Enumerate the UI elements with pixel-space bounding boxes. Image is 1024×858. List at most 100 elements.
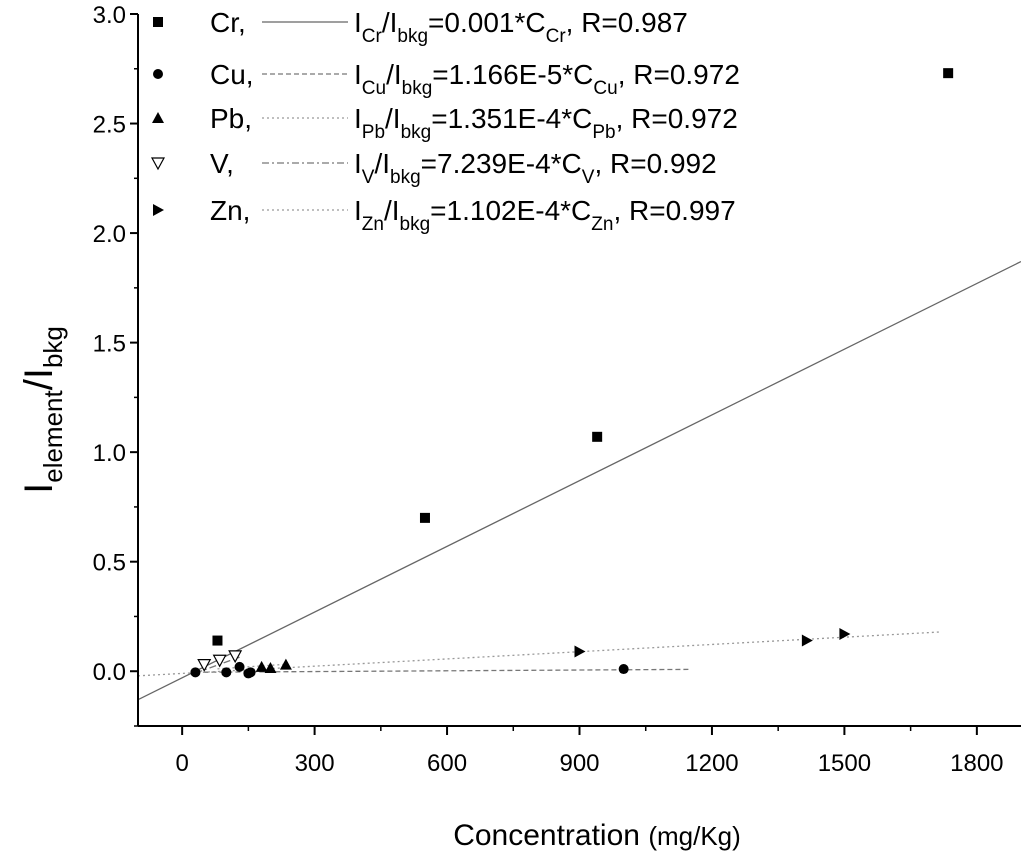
legend-equation: ICu/Ibkg=1.166E-5*CCu, R=0.972 <box>354 59 740 99</box>
legend-eq-subscript: bkg <box>397 26 428 47</box>
legend-eq-text: =0.001*C <box>428 7 546 38</box>
legend-equation: IZn/Ibkg=1.102E-4*CZn, R=0.997 <box>354 195 736 235</box>
legend-series-name: V, <box>210 148 234 179</box>
legend-eq-text: , R=0.972 <box>618 59 740 90</box>
legend-eq-text: I <box>354 148 362 179</box>
legend-eq-subscript: Cr <box>546 26 567 47</box>
y-axis-title-main: I <box>17 483 61 494</box>
data-point-cr <box>419 512 430 523</box>
data-point-zn <box>801 634 813 647</box>
legend-equation: IV/Ibkg=7.239E-4*CV, R=0.992 <box>354 148 717 188</box>
legend-eq-text: /I <box>382 7 398 38</box>
legend-eq-text: =1.102E-4*C <box>430 195 591 226</box>
data-point-pb <box>279 658 292 670</box>
data-point-cu <box>190 667 201 678</box>
data-point-pb <box>255 660 268 672</box>
data-point-cr <box>212 635 223 646</box>
x-tick-label: 1200 <box>685 750 738 777</box>
legend-marker-cr <box>153 17 163 27</box>
data-point-zn <box>574 645 586 658</box>
legend-eq-text: =7.239E-4*C <box>421 148 582 179</box>
x-tick-label: 600 <box>427 750 467 777</box>
data-point-cu <box>221 667 232 678</box>
data-point-pb <box>264 661 277 673</box>
legend-eq-text: I <box>354 7 362 38</box>
legend-entry-pb: Pb, IPb/Ibkg=1.351E-4*CPb, R=0.972 <box>152 103 738 143</box>
legend-entry-zn: Zn, IZn/Ibkg=1.102E-4*CZn, R=0.997 <box>153 195 736 235</box>
legend-eq-text: /I <box>385 103 401 134</box>
fit-line-cr <box>138 260 1021 701</box>
x-tick-label: 300 <box>295 750 335 777</box>
legend-equation: IPb/Ibkg=1.351E-4*CPb, R=0.972 <box>354 103 738 143</box>
legend-entry-cr: Cr, ICr/Ibkg=0.001*CCr, R=0.987 <box>153 7 688 47</box>
legend-eq-text: , R=0.987 <box>566 7 688 38</box>
legend-eq-subscript: Zn <box>362 214 384 235</box>
x-tick-label: 0 <box>175 750 188 777</box>
legend-eq-subscript: Pb <box>362 122 385 143</box>
data-point-cu <box>618 664 629 675</box>
data-point-cr <box>943 68 954 79</box>
legend-entry-cu: Cu, ICu/Ibkg=1.166E-5*CCu, R=0.972 <box>153 59 740 99</box>
y-tick-label: 0.0 <box>93 659 126 686</box>
legend-marker-zn <box>153 204 164 216</box>
y-tick-label: 3.0 <box>93 2 126 29</box>
legend-series-name: Zn, <box>210 195 250 226</box>
legend-eq-text: I <box>354 59 362 90</box>
data-point-cu <box>234 661 245 672</box>
y-tick-label: 1.0 <box>93 440 126 467</box>
y-axis-title: Ielement/Ibkg <box>17 326 68 494</box>
legend-eq-subscript: Pb <box>592 122 615 143</box>
x-axis-title-text: Concentration <box>453 819 640 852</box>
legend-eq-text: , R=0.997 <box>613 195 735 226</box>
legend-series-name: Cu, <box>210 59 254 90</box>
legend-eq-subscript: Cu <box>593 78 617 99</box>
fit-line-cu <box>195 668 690 673</box>
legend-eq-subscript: bkg <box>390 167 421 188</box>
data-point-cr <box>592 431 603 442</box>
legend-eq-subscript: V <box>582 167 595 188</box>
y-axis-title-slash: /I <box>17 368 61 390</box>
legend-eq-text: I <box>354 103 362 134</box>
y-axis-title-sub2: bkg <box>38 326 68 368</box>
legend-eq-text: I <box>354 195 362 226</box>
data-point-cu <box>245 667 256 678</box>
legend-eq-subscript: Zn <box>591 214 613 235</box>
y-axis-title-sub1: element <box>38 389 68 482</box>
y-tick-label: 2.5 <box>93 112 126 139</box>
data-point-v <box>228 650 243 664</box>
legend-eq-subscript: bkg <box>402 78 433 99</box>
legend-marker-cu <box>153 69 163 79</box>
legend-eq-text: =1.351E-4*C <box>431 103 592 134</box>
legend-marker-v <box>150 157 166 171</box>
legend-eq-text: /I <box>384 195 400 226</box>
legend-eq-subscript: Cu <box>362 78 386 99</box>
x-axis-title-unit: (mg/Kg) <box>648 821 740 851</box>
legend-eq-text: =1.166E-5*C <box>432 59 593 90</box>
legend-eq-text: /I <box>386 59 402 90</box>
y-tick-label: 0.5 <box>93 550 126 577</box>
y-tick-label: 1.5 <box>93 331 126 358</box>
legend-eq-text: , R=0.992 <box>594 148 716 179</box>
legend-eq-subscript: bkg <box>400 214 431 235</box>
legend-eq-subscript: Cr <box>362 26 383 47</box>
y-tick-label: 2.0 <box>93 221 126 248</box>
legend-eq-subscript: V <box>362 167 375 188</box>
x-tick-label: 1500 <box>818 750 871 777</box>
x-tick-label: 1800 <box>950 750 1003 777</box>
legend-series-name: Pb, <box>210 103 252 134</box>
legend-marker-pb <box>152 112 164 123</box>
legend-eq-subscript: bkg <box>401 122 432 143</box>
legend-series-name: Cr, <box>210 7 246 38</box>
fit-line-pb <box>217 663 289 670</box>
legend-entry-v: V, IV/Ibkg=7.239E-4*CV, R=0.992 <box>150 148 717 188</box>
data-point-v <box>212 654 227 668</box>
data-point-v <box>197 659 212 672</box>
legend-equation: ICr/Ibkg=0.001*CCr, R=0.987 <box>354 7 688 47</box>
plot-area <box>138 68 1021 701</box>
legend-eq-text: /I <box>374 148 390 179</box>
legend-eq-text: , R=0.972 <box>616 103 738 134</box>
x-tick-label: 900 <box>559 750 599 777</box>
axes: 0.0 0.5 1.0 1.5 2.0 2.5 3.0 0 300 600 900 1200 1500 1… <box>93 2 1021 777</box>
